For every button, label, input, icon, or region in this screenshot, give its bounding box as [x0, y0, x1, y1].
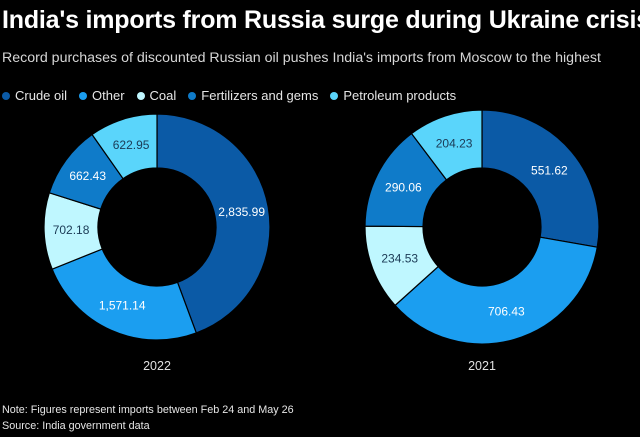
- legend-item-petroleum-products: Petroleum products: [330, 88, 456, 103]
- legend-label-crude-oil: Crude oil: [15, 88, 68, 103]
- slice-2021-petroleum-products: [410, 109, 483, 181]
- legend-label-coal: Coal: [149, 88, 177, 103]
- chart-title: India's imports from Russia surge during…: [2, 6, 640, 34]
- slice-label-2022-coal: 702.18: [53, 223, 90, 237]
- legend-swatch-petroleum-products: [330, 91, 339, 100]
- slice-label-2021-other: 706.43: [488, 305, 525, 319]
- legend-label-other: Other: [92, 88, 125, 103]
- slice-label-2022-fertilizers-and-gems: 662.43: [69, 169, 106, 183]
- slice-label-2022-other: 1,571.14: [99, 299, 146, 313]
- slice-2021-crude-oil: [481, 109, 600, 248]
- legend-item-coal: Coal: [136, 88, 177, 103]
- footnote: Note: Figures represent imports between …: [2, 404, 294, 416]
- slice-label-2021-fertilizers-and-gems: 290.06: [385, 180, 422, 194]
- legend-swatch-coal: [136, 91, 145, 100]
- source-note: Source: India government data: [2, 420, 150, 432]
- slice-label-2021-coal: 234.53: [381, 251, 418, 265]
- slice-label-2021-crude-oil: 551.62: [531, 163, 568, 177]
- chart-year-2021: 2021: [468, 359, 496, 373]
- slice-2021-other: [394, 236, 598, 345]
- legend-swatch-fertilizers-and-gems: [188, 91, 197, 100]
- legend-label-fertilizers-and-gems: Fertilizers and gems: [201, 88, 319, 103]
- legend-swatch-crude-oil: [2, 91, 10, 100]
- chart-subtitle: Record purchases of discounted Russian o…: [2, 50, 601, 66]
- slice-2022-petroleum-products: [91, 113, 158, 180]
- legend: Crude oil Other Coal Fertilizers and gem…: [2, 88, 456, 103]
- legend-item-other: Other: [79, 88, 125, 103]
- slice-label-2022-crude-oil: 2,835.99: [218, 205, 265, 219]
- legend-item-crude-oil: Crude oil: [2, 88, 67, 103]
- slice-label-2022-petroleum-products: 622.95: [113, 138, 150, 152]
- chart-year-2022: 2022: [143, 359, 171, 373]
- slice-label-2021-petroleum-products: 204.23: [436, 137, 473, 151]
- slice-2022-other: [51, 248, 198, 341]
- legend-label-petroleum-products: Petroleum products: [343, 88, 457, 103]
- slice-2022-crude-oil: [156, 113, 271, 334]
- legend-item-fertilizers-and-gems: Fertilizers and gems: [188, 88, 318, 103]
- legend-swatch-other: [79, 91, 88, 100]
